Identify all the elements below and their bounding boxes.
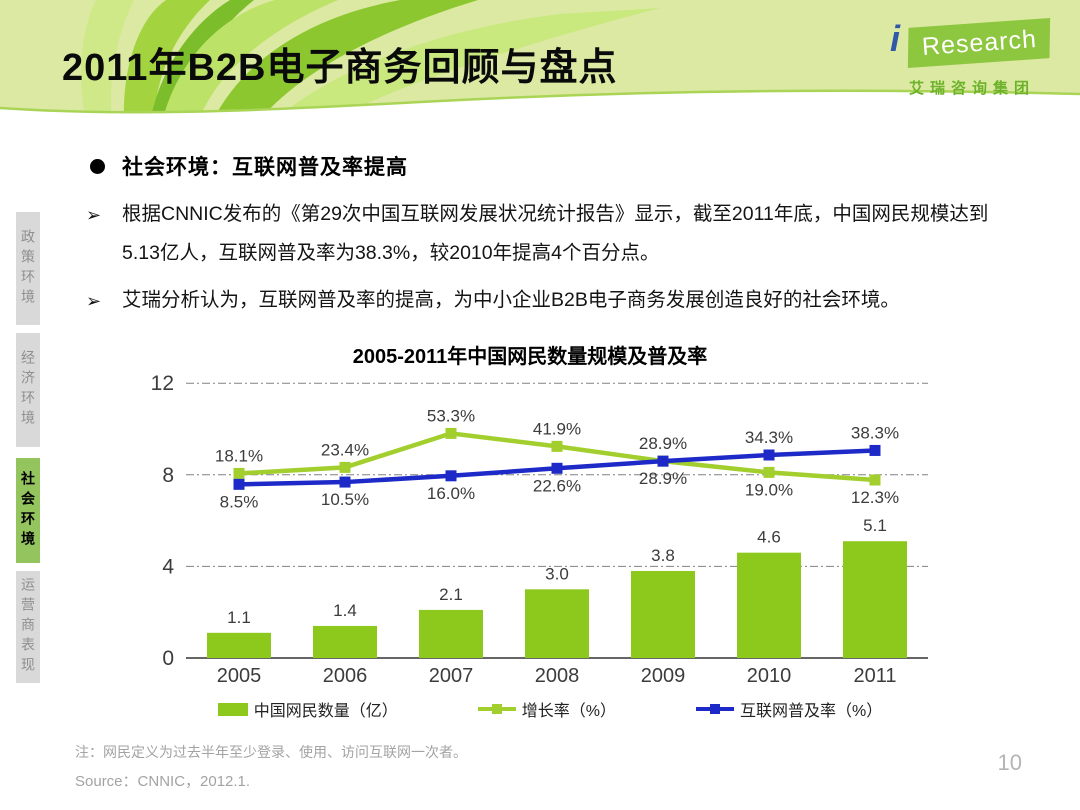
- data-point: [869, 444, 881, 456]
- bar-value-label: 4.6: [757, 528, 781, 547]
- page-number: 10: [997, 750, 1022, 775]
- bar-value-label: 3.8: [651, 546, 675, 565]
- legend-bar-swatch-icon: [217, 702, 248, 716]
- y-tick-label: 4: [162, 555, 174, 578]
- year-label: 2009: [641, 665, 686, 687]
- data-point: [233, 467, 245, 479]
- data-point-label: 12.3%: [851, 488, 899, 507]
- legend-label: 中国网民数量（亿）: [253, 703, 398, 720]
- year-label: 2005: [217, 665, 262, 687]
- data-point-label: 23.4%: [321, 440, 369, 459]
- data-point: [657, 455, 669, 467]
- legend-marker-icon: [710, 703, 720, 714]
- data-point-label: 41.9%: [533, 419, 581, 438]
- data-point-label: 28.9%: [639, 434, 687, 453]
- logo-letter-i: i: [890, 18, 901, 59]
- bar: [631, 570, 695, 658]
- data-point-label: 53.3%: [427, 406, 475, 425]
- arrow-bullet-icon: ➢: [86, 291, 102, 311]
- data-point-label: 34.3%: [745, 428, 793, 447]
- bar-value-label: 2.1: [439, 585, 463, 604]
- legend-label: 增长率（%）: [521, 703, 616, 720]
- bar: [737, 552, 801, 658]
- data-point: [445, 470, 457, 482]
- arrow-bullet-icon: ➢: [86, 205, 102, 225]
- data-point: [869, 474, 881, 486]
- bar-value-label: 1.4: [333, 601, 357, 620]
- sidebar-tab-operator-performance[interactable]: 运营商表现: [16, 571, 40, 683]
- data-point-label: 22.6%: [533, 476, 581, 495]
- chart: 0 4 8 12 1.1 2005 1.4 2006 2.1 2007 3.0 2008 3.8 2009…: [151, 372, 928, 687]
- legend-item: 增长率（%）: [477, 697, 616, 721]
- bullet-text: 艾瑞分析认为，互联网普及率的提高，为中小企业B2B电子商务发展创造良好的社会环境…: [122, 289, 900, 311]
- legend-marker-icon: [491, 703, 502, 714]
- data-point: [551, 440, 563, 452]
- year-label: 2011: [853, 665, 896, 687]
- legend-item: 中国网民数量（亿）: [217, 697, 398, 721]
- bar-value-label: 3.0: [545, 564, 569, 583]
- y-tick-label: 12: [151, 372, 174, 395]
- logo-text: Research: [920, 24, 1038, 61]
- legend-item: 互联网普及率（%）: [696, 697, 882, 721]
- bullet-text: 根据CNNIC发布的《第29次中国互联网发展状况统计报告》显示，截至2011年底…: [122, 203, 989, 264]
- bullet-dot-icon: [90, 158, 105, 174]
- y-tick-label: 8: [162, 464, 174, 487]
- section-heading: 社会环境：互联网普及率提高: [90, 151, 408, 181]
- sidebar-tab-policy-environment[interactable]: 政策环境: [16, 212, 40, 325]
- bar: [419, 609, 483, 658]
- bar-value-label: 1.1: [227, 608, 251, 627]
- data-point: [551, 462, 563, 474]
- y-tick-label: 0: [162, 647, 174, 670]
- logo-green-box: Research: [907, 17, 1051, 69]
- sidebar-tab-social-environment[interactable]: 社会环境: [16, 458, 40, 563]
- year-label: 2007: [429, 665, 474, 687]
- bullet-item: ➢ 艾瑞分析认为，互联网普及率的提高，为中小企业B2B电子商务发展创造良好的社会…: [86, 281, 1015, 320]
- header-wave: [0, 89, 1080, 122]
- data-point: [763, 466, 775, 478]
- section-heading-text: 社会环境：互联网普及率提高: [122, 156, 408, 179]
- legend-label: 互联网普及率（%）: [740, 703, 883, 720]
- sidebar-tab-economic-environment[interactable]: 经济环境: [16, 333, 40, 447]
- data-point: [339, 476, 351, 488]
- chart-title: 2005-2011年中国网民数量规模及普及率: [352, 346, 708, 368]
- legend-line-swatch-icon: [477, 703, 516, 714]
- bar: [207, 632, 271, 658]
- data-point-label: 16.0%: [427, 484, 475, 503]
- year-label: 2010: [747, 665, 792, 687]
- iresearch-logo: i Research 艾瑞咨询集团: [888, 17, 1056, 98]
- header-banner: 2011年B2B电子商务回顾与盘点 i Research 艾瑞咨询集团: [0, 0, 1080, 122]
- source-note: Source：CNNIC，2012.1.: [75, 773, 251, 790]
- bar: [313, 625, 377, 658]
- logo-wordmark: i Research: [888, 17, 1056, 69]
- grass-decoration-icon: [81, 0, 660, 122]
- data-point-label: 18.1%: [215, 446, 263, 465]
- bar: [843, 541, 907, 658]
- year-label: 2006: [323, 665, 368, 687]
- footnote: 注：网民定义为过去半年至少登录、使用、访问互联网一次者。: [75, 744, 467, 760]
- chart-legend: 中国网民数量（亿） 增长率（%） 互联网普及率（%）: [150, 697, 950, 721]
- data-point-label: 10.5%: [321, 490, 369, 509]
- legend-line-swatch-icon: [696, 703, 734, 714]
- logo-subtitle: 艾瑞咨询集团: [908, 80, 1035, 97]
- page-title: 2011年B2B电子商务回顾与盘点: [62, 47, 618, 89]
- data-point: [339, 461, 351, 473]
- bar-value-label: 5.1: [863, 516, 887, 535]
- data-point-label: 28.9%: [639, 469, 687, 488]
- data-point: [233, 478, 245, 490]
- data-point: [445, 427, 457, 439]
- data-point-label: 8.5%: [220, 492, 259, 511]
- data-point-label: 19.0%: [745, 480, 793, 499]
- bar: [525, 589, 589, 658]
- year-label: 2008: [535, 665, 580, 687]
- data-point: [763, 449, 775, 461]
- data-point-label: 38.3%: [851, 423, 899, 442]
- bullet-item: ➢ 根据CNNIC发布的《第29次中国互联网发展状况统计报告》显示，截至2011…: [86, 195, 1015, 273]
